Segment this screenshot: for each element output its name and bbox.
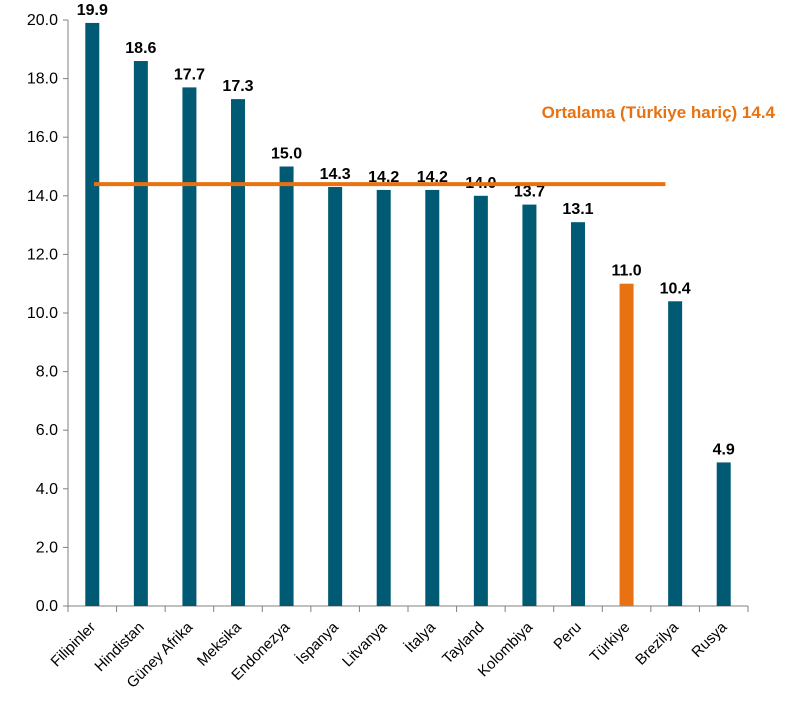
y-tick-label: 2.0 bbox=[36, 539, 58, 556]
average-label: Ortalama (Türkiye hariç) 14.4 bbox=[542, 103, 776, 122]
y-axis: 0.0 2.0 4.0 6.0 8.0 10.0 12.0 14.0 16.0 18.0 20.0 bbox=[27, 12, 69, 615]
x-axis bbox=[67, 605, 749, 612]
category-label: İspanya bbox=[292, 618, 342, 668]
y-tick-label: 12.0 bbox=[27, 246, 58, 263]
y-tick-label: 18.0 bbox=[27, 71, 58, 88]
value-labels: 19.918.617.717.315.014.314.214.214.013.7… bbox=[77, 2, 735, 458]
value-label: 14.2 bbox=[368, 169, 399, 186]
bar bbox=[376, 189, 391, 606]
category-label: Rusya bbox=[688, 618, 731, 661]
value-label: 14.3 bbox=[320, 166, 351, 183]
value-label: 18.6 bbox=[125, 40, 156, 57]
value-label: 17.3 bbox=[222, 78, 253, 95]
bar bbox=[133, 61, 148, 606]
bar bbox=[571, 222, 585, 607]
value-label: 11.0 bbox=[611, 263, 641, 280]
value-label: 13.7 bbox=[514, 184, 545, 201]
y-tick-label: 14.0 bbox=[27, 188, 58, 205]
bars bbox=[85, 22, 731, 607]
bar bbox=[231, 99, 245, 607]
bar bbox=[182, 87, 197, 606]
bar bbox=[425, 189, 440, 606]
y-tick-label: 8.0 bbox=[36, 364, 58, 381]
category-label: İtalya bbox=[401, 618, 440, 657]
value-label: 17.7 bbox=[174, 66, 205, 83]
category-label: Tayland bbox=[439, 619, 488, 668]
y-tick-label: 4.0 bbox=[36, 481, 58, 498]
category-label: Türkiye bbox=[587, 619, 634, 666]
category-label: Peru bbox=[550, 619, 584, 653]
value-label: 14.2 bbox=[417, 169, 448, 186]
bar bbox=[522, 204, 537, 606]
value-label: 15.0 bbox=[271, 146, 302, 163]
y-tick-label: 20.0 bbox=[27, 12, 58, 29]
y-tick-label: 6.0 bbox=[36, 422, 58, 439]
bar bbox=[279, 166, 294, 606]
value-label: 19.9 bbox=[77, 2, 108, 19]
bar bbox=[619, 283, 634, 606]
y-tick-label: 0.0 bbox=[36, 598, 58, 615]
bar bbox=[473, 195, 488, 607]
value-label: 10.4 bbox=[660, 280, 691, 297]
bar bbox=[85, 22, 100, 607]
bar bbox=[716, 462, 731, 606]
value-label: 13.1 bbox=[562, 201, 593, 218]
bar bbox=[328, 187, 343, 606]
average-line-group: Ortalama (Türkiye hariç) 14.4 bbox=[94, 103, 776, 187]
y-tick-label: 16.0 bbox=[27, 129, 58, 146]
category-label: Litvanya bbox=[339, 618, 391, 670]
y-tick-label: 10.0 bbox=[27, 305, 58, 322]
value-label: 4.9 bbox=[713, 441, 735, 458]
category-label: Brezilya bbox=[632, 618, 682, 668]
bar bbox=[668, 301, 683, 606]
